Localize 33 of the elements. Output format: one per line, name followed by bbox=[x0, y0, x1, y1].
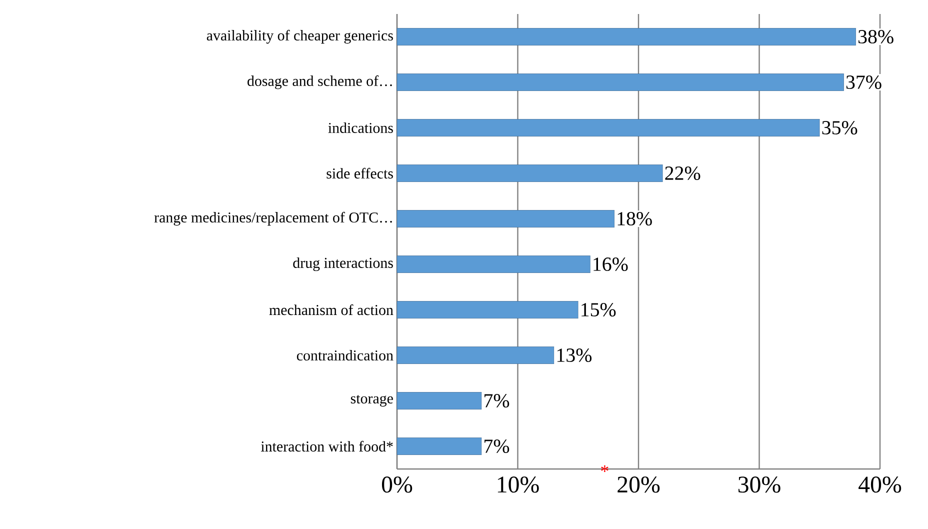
data-label: 37% bbox=[846, 75, 882, 90]
y-tick-label: mechanism of action bbox=[269, 304, 394, 316]
y-tick-label: availability of cheaper generics bbox=[206, 30, 393, 44]
y-tick-label: range medicines/replacement of OTC… bbox=[154, 212, 392, 226]
x-tick-label: 20% bbox=[618, 476, 660, 493]
data-label: 35% bbox=[822, 120, 858, 135]
y-tick-label: indications bbox=[328, 122, 393, 133]
y-tick-label: dosage and scheme of… bbox=[248, 75, 392, 90]
bar bbox=[396, 392, 482, 410]
y-tick-label: contraindication bbox=[296, 350, 394, 361]
x-tick-label: 10% bbox=[498, 476, 539, 493]
bar bbox=[396, 346, 554, 364]
y-tick-label: drug interactions bbox=[293, 257, 393, 272]
x-tick-label: 0% bbox=[382, 476, 412, 493]
data-label: 15% bbox=[582, 302, 616, 317]
annotation: * bbox=[601, 465, 608, 472]
data-label: 22% bbox=[665, 166, 700, 180]
y-tick-label: storage bbox=[350, 394, 393, 407]
data-label: 16% bbox=[594, 257, 628, 272]
x-tick-label: 40% bbox=[858, 476, 902, 493]
x-tick-label: 30% bbox=[738, 476, 780, 493]
bar bbox=[396, 301, 578, 318]
y-tick-label: side effects bbox=[326, 168, 393, 179]
y-tick-label: interaction with food* bbox=[260, 440, 393, 452]
data-label: 18% bbox=[618, 212, 652, 226]
bar bbox=[396, 256, 590, 273]
data-label: 7% bbox=[484, 394, 510, 408]
bar bbox=[396, 438, 482, 455]
bar bbox=[396, 119, 820, 136]
data-label: 38% bbox=[858, 30, 894, 44]
data-label: 7% bbox=[484, 440, 510, 454]
bar bbox=[396, 164, 663, 182]
data-label: 13% bbox=[557, 348, 592, 362]
